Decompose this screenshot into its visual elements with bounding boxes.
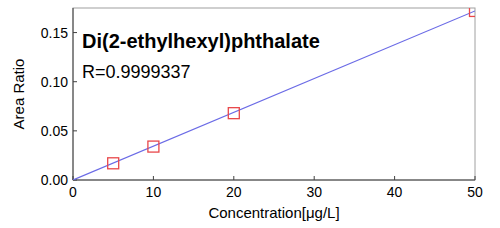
y-tick [73, 130, 77, 131]
x-tick-label: 40 [387, 184, 403, 200]
marks [73, 8, 475, 180]
x-tick [475, 176, 476, 180]
annotation: R=0.9999337 [82, 62, 191, 82]
x-tick-label: 0 [69, 184, 77, 200]
y-tick-label: 0.00 [41, 172, 68, 188]
x-tick-label: 30 [306, 184, 322, 200]
data-point [228, 108, 239, 119]
data-point [108, 158, 119, 169]
x-tick [233, 176, 234, 180]
chart-title: Di(2-ethylhexyl)phthalate [82, 30, 320, 52]
x-tick-label: 50 [467, 184, 483, 200]
x-axis-label: Concentration[μg/L] [208, 204, 339, 221]
data-point [148, 141, 159, 152]
y-axis-line [73, 8, 74, 180]
x-axis-line [73, 180, 475, 181]
data-point [470, 8, 476, 16]
y-tick [73, 81, 77, 82]
x-tick [394, 176, 395, 180]
y-tick-label: 0.05 [41, 123, 68, 139]
fit-line [73, 11, 475, 180]
x-tick [153, 176, 154, 180]
y-tick-label: 0.15 [41, 25, 68, 41]
y-tick [73, 32, 77, 33]
y-tick-label: 0.10 [41, 74, 68, 90]
y-axis-label: Area Ratio [10, 59, 27, 130]
x-tick-label: 10 [146, 184, 162, 200]
x-tick [314, 176, 315, 180]
x-tick-label: 20 [226, 184, 242, 200]
plot-frame [73, 8, 475, 180]
chart: 0 10 20 30 40 50 0.00 0.05 0.10 0.15 Concentration… [0, 0, 500, 228]
